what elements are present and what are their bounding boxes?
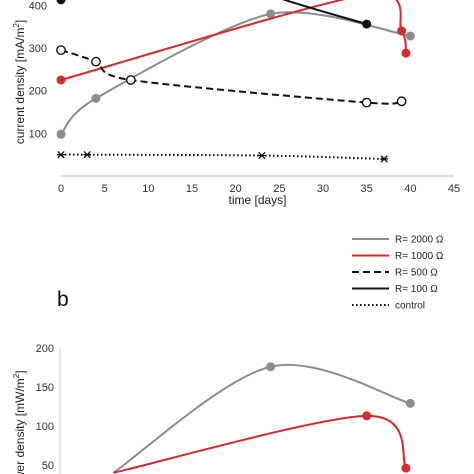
y-tick-label: 100 bbox=[29, 128, 47, 140]
legend-label: R= 500 Ω bbox=[395, 268, 438, 279]
legend-item-control: control bbox=[352, 301, 425, 312]
y-tick-label: 200 bbox=[29, 86, 47, 98]
panel-a-x-ticks: 0 5 10 15 20 25 30 35 40 45 bbox=[58, 183, 460, 195]
panel-a-series-group bbox=[56, 0, 415, 163]
data-point bbox=[266, 9, 276, 19]
panel-b-chart: 50 100 150 200 power density [mW/m2] bbox=[12, 343, 415, 474]
data-point bbox=[91, 93, 101, 103]
series-line-r-1000 bbox=[60, 0, 407, 81]
series-r-500 bbox=[56, 45, 407, 108]
legend-item-r-2000: R= 2000 Ω bbox=[352, 235, 444, 246]
series-r-1000 bbox=[56, 0, 411, 85]
legend-label: R= 2000 Ω bbox=[395, 235, 444, 246]
x-tick-label: 15 bbox=[186, 183, 198, 195]
x-tick-label: 35 bbox=[361, 183, 373, 195]
data-point bbox=[56, 0, 66, 5]
series-line-r-1000 bbox=[113, 414, 407, 474]
data-point bbox=[258, 151, 266, 160]
data-point bbox=[405, 398, 415, 408]
series-r-2000 bbox=[112, 362, 415, 474]
y-tick-label: 300 bbox=[29, 43, 47, 55]
series-line-r-500 bbox=[60, 49, 402, 105]
series-r-1000 bbox=[113, 411, 411, 474]
data-point bbox=[401, 48, 411, 58]
panel-b-y-axis-title: power density [mW/m2] bbox=[12, 370, 27, 474]
panel-b-letter: b bbox=[57, 288, 69, 311]
data-point bbox=[266, 362, 276, 372]
y-tick-label: 150 bbox=[36, 382, 54, 394]
x-tick-label: 30 bbox=[317, 183, 329, 195]
data-point bbox=[91, 56, 101, 67]
series-line-r-100 bbox=[61, 0, 367, 26]
series-line-control bbox=[60, 153, 385, 160]
panel-a-y-axis-title: current density [mA/m2] bbox=[12, 20, 27, 145]
panel-a-x-axis-title: time [days] bbox=[228, 193, 286, 207]
data-point bbox=[56, 75, 66, 85]
y-tick-label: 100 bbox=[36, 421, 54, 433]
series-r-100 bbox=[56, 0, 372, 29]
data-point bbox=[396, 96, 407, 107]
series-line-r-2000 bbox=[60, 11, 411, 135]
legend-label: control bbox=[395, 301, 425, 312]
x-tick-label: 45 bbox=[448, 183, 460, 195]
legend-item-r-100: R= 100 Ω bbox=[352, 284, 438, 295]
x-tick-label: 10 bbox=[142, 183, 154, 195]
x-tick-label: 5 bbox=[102, 183, 108, 195]
legend: R= 2000 Ω R= 1000 Ω R= 500 Ω R= 100 Ω contro… bbox=[352, 235, 444, 312]
data-point bbox=[397, 26, 407, 36]
legend-item-r-500: R= 500 Ω bbox=[352, 268, 438, 279]
data-point bbox=[401, 463, 411, 473]
data-point bbox=[380, 155, 388, 163]
x-tick-label: 40 bbox=[404, 183, 416, 195]
data-point bbox=[57, 151, 65, 159]
data-point bbox=[83, 151, 91, 159]
data-point bbox=[362, 411, 372, 421]
panel-b-series-group bbox=[112, 362, 415, 474]
data-point bbox=[405, 31, 415, 41]
data-point bbox=[362, 19, 372, 29]
panel-b-y-ticks: 50 100 150 200 bbox=[36, 343, 54, 472]
panel-a-y-ticks: 100 200 300 400 bbox=[29, 0, 47, 140]
x-tick-label: 0 bbox=[58, 183, 64, 195]
data-point bbox=[125, 75, 136, 85]
x-tick-label: 20 bbox=[230, 183, 242, 195]
x-tick-label: 25 bbox=[273, 183, 285, 195]
y-tick-label: 50 bbox=[42, 460, 54, 472]
legend-label: R= 1000 Ω bbox=[395, 251, 444, 262]
legend-label: R= 100 Ω bbox=[395, 284, 438, 295]
data-point bbox=[56, 45, 66, 56]
y-tick-label: 400 bbox=[29, 0, 47, 12]
data-point bbox=[361, 97, 372, 108]
y-tick-label: 200 bbox=[36, 343, 54, 355]
series-control bbox=[57, 151, 388, 163]
panel-a-chart: 0 5 10 15 20 25 30 35 40 45 100 200 300 400 time [da… bbox=[12, 0, 460, 207]
data-point bbox=[56, 129, 66, 139]
legend-item-r-1000: R= 1000 Ω bbox=[352, 251, 444, 262]
